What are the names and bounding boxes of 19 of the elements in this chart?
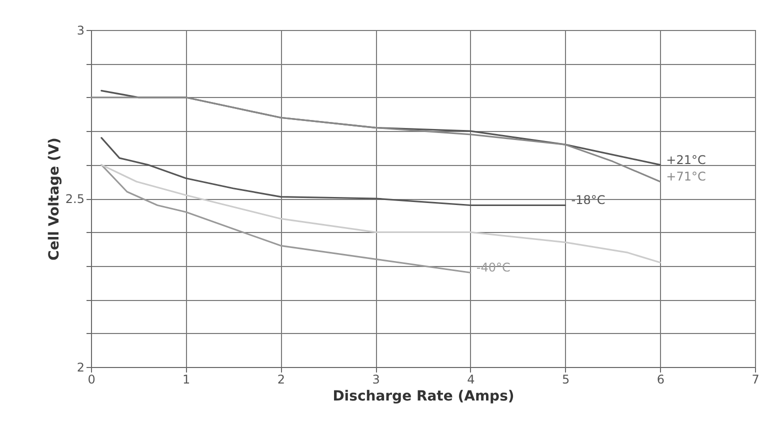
x-tick-label: 5 bbox=[562, 372, 570, 386]
x-tick-label: 6 bbox=[656, 372, 664, 386]
x-tick-label: 2 bbox=[277, 372, 286, 386]
x-tick-label: 0 bbox=[88, 372, 96, 386]
line-series bbox=[100, 137, 566, 206]
x-tick-label: 7 bbox=[752, 372, 760, 386]
y-axis-title: Cell Voltage (V) bbox=[46, 138, 62, 260]
y-tick-label: 2.5 bbox=[65, 192, 84, 206]
series-label: +71°C bbox=[666, 170, 706, 184]
series-label: +21°C bbox=[666, 152, 706, 167]
line-series bbox=[90, 96, 661, 182]
x-tick-label: 1 bbox=[182, 372, 190, 386]
y-tick-label: 3 bbox=[76, 24, 84, 38]
line-series bbox=[100, 164, 472, 274]
x-tick-label: 3 bbox=[372, 372, 380, 386]
y-tick-label: 2 bbox=[76, 360, 84, 374]
line-series bbox=[100, 164, 661, 264]
x-tick-label: 4 bbox=[467, 372, 475, 386]
x-axis-title: Discharge Rate (Amps) bbox=[332, 388, 514, 404]
